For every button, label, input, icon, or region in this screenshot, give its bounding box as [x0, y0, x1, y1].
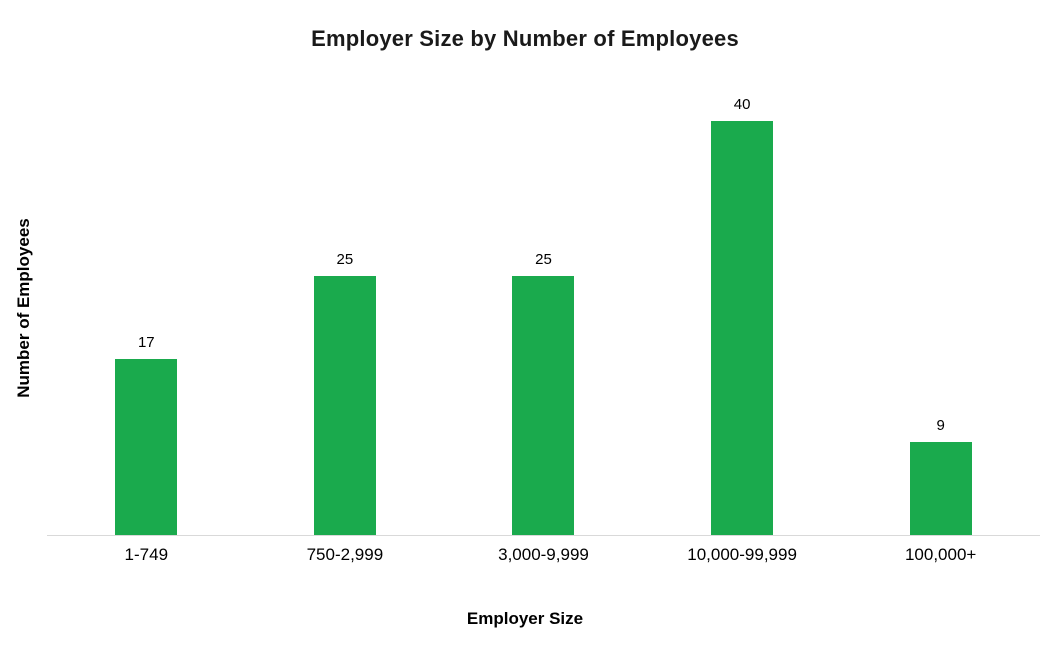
bar-column: 40 [643, 81, 842, 535]
x-tick-label: 100,000+ [904, 545, 977, 564]
bar [313, 276, 376, 535]
bar-value-label: 40 [733, 96, 751, 113]
bar [711, 121, 774, 535]
plot-area: 17 25 25 40 9 [47, 81, 1040, 536]
x-tick-label: 750-2,999 [306, 545, 384, 564]
x-tick-label: 1-749 [124, 545, 169, 564]
bar-column: 17 [47, 81, 246, 535]
bar [512, 276, 575, 535]
bar-column: 9 [841, 81, 1040, 535]
x-axis-tick-row: 1-749 750-2,999 3,000-9,999 10,000-99,999 10… [47, 545, 1040, 565]
bar-value-label: 9 [936, 417, 945, 434]
y-axis-label: Number of Employees [14, 218, 33, 398]
bar-column: 25 [444, 81, 643, 535]
bar-value-label: 25 [336, 251, 354, 268]
x-axis-label: Employer Size [466, 609, 584, 628]
bar [909, 442, 972, 535]
bar-value-label: 25 [535, 251, 552, 268]
x-tick-label: 10,000-99,999 [687, 545, 797, 564]
bar-value-label: 17 [137, 334, 155, 351]
bar [115, 359, 178, 535]
bar-column: 25 [246, 81, 445, 535]
x-tick-label: 3,000-9,999 [498, 545, 589, 564]
chart-title: Employer Size by Number of Employees [311, 26, 739, 51]
